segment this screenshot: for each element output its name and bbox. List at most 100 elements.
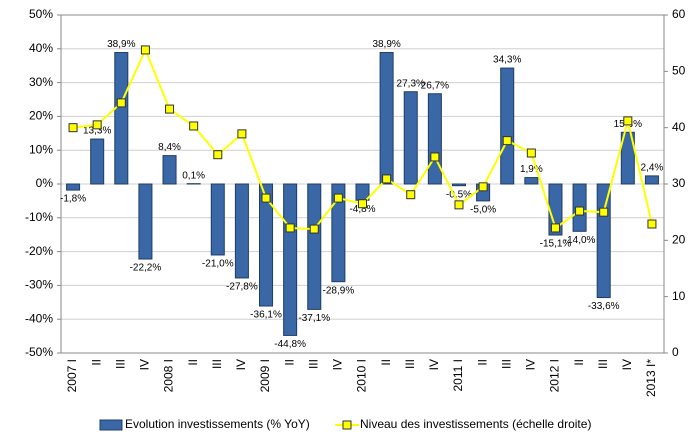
y2-tick-label: 0 [672, 345, 679, 359]
x-tick-label: II [572, 359, 586, 366]
bar [427, 93, 442, 185]
y2-tick-label: 40 [672, 120, 686, 134]
x-tick-label: 2009 I [258, 359, 272, 392]
x-tick-label: 2011 I [451, 359, 465, 391]
data-label: -36,1% [250, 310, 282, 321]
x-tick-label: III [499, 359, 513, 369]
data-label: 0,1% [182, 170, 205, 181]
bar [138, 183, 153, 260]
line-marker [165, 104, 175, 114]
data-label: -37,1% [298, 313, 330, 324]
y2-tick-label: 20 [672, 233, 686, 247]
line-marker [454, 200, 464, 210]
legend-swatch [99, 419, 123, 431]
plot-area [60, 14, 665, 354]
line-marker [647, 219, 657, 229]
line-marker [358, 199, 367, 209]
line-marker [261, 193, 271, 203]
y2-tick-label: 50 [672, 64, 686, 78]
bar [451, 183, 466, 187]
bar [379, 52, 394, 185]
data-label: 1,9% [520, 164, 543, 175]
y2-tick-label: 10 [672, 289, 686, 303]
line-marker [68, 123, 78, 133]
x-tick-label: IV [234, 359, 248, 370]
data-label: -5,0% [470, 205, 496, 216]
line-marker [213, 150, 223, 160]
line-marker [623, 116, 633, 126]
y-tick-label: -10% [25, 210, 53, 224]
bar [524, 177, 539, 185]
line-marker [430, 152, 440, 162]
line-marker [599, 207, 609, 217]
y-tick-label: -20% [25, 244, 53, 258]
bar [596, 183, 611, 299]
line-marker [140, 45, 150, 55]
x-tick-label: 2010 I [355, 359, 369, 392]
line-marker [189, 121, 199, 131]
x-tick-label: III [210, 359, 224, 369]
line-marker [333, 193, 343, 203]
line-marker [285, 223, 295, 233]
x-tick-label: IV [138, 359, 152, 370]
y-tick-label: 10% [29, 142, 53, 156]
line-marker [575, 206, 585, 216]
x-tick-label: 2013 I* [644, 359, 658, 397]
legend-label: Evolution investissements (% YoY) [125, 417, 310, 431]
x-tick-label: II [282, 359, 296, 366]
line-marker [406, 190, 416, 200]
y-tick-label: 50% [29, 7, 53, 21]
y-tick-label: 40% [29, 41, 53, 55]
line-marker [502, 136, 512, 146]
y-tick-label: 0% [36, 176, 54, 190]
line-marker [309, 224, 319, 234]
bar [307, 183, 322, 310]
bar [114, 52, 129, 185]
data-label: 2,4% [641, 163, 664, 174]
bar [500, 67, 515, 185]
line-marker [478, 182, 488, 192]
line-marker [237, 129, 247, 139]
y-tick-label: -40% [25, 311, 53, 325]
data-label: 13,3% [83, 126, 111, 137]
bar [162, 155, 177, 185]
data-label: -0,5% [446, 189, 472, 200]
x-tick-label: IV [524, 359, 538, 370]
data-label: -44,8% [274, 339, 306, 350]
line-marker [550, 223, 560, 233]
x-tick-label: II [475, 359, 489, 366]
y-tick-label: 20% [29, 109, 53, 123]
x-tick-label: III [113, 359, 127, 369]
x-tick-label: IV [331, 359, 345, 370]
data-label: 27,3% [397, 78, 425, 89]
line-marker [526, 148, 536, 158]
x-tick-label: 2007 I [65, 359, 79, 392]
data-label: -21,0% [202, 259, 234, 270]
x-tick-label: II [186, 359, 200, 366]
bar [331, 183, 346, 283]
data-label: 8,4% [158, 142, 181, 153]
line-marker [116, 98, 126, 108]
bar [283, 183, 298, 336]
x-tick-label: II [89, 359, 103, 366]
data-label: 38,9% [372, 39, 400, 50]
data-label: 26,7% [421, 80, 449, 91]
y2-tick-label: 30 [672, 176, 686, 190]
legend-label: Niveau des investissements (échelle droi… [360, 417, 591, 431]
x-tick-label: 2012 I [548, 359, 562, 392]
y-tick-label: -50% [25, 345, 53, 359]
bar [259, 183, 274, 307]
x-tick-label: IV [427, 359, 441, 370]
data-label: 34,3% [493, 55, 521, 66]
x-tick-label: IV [620, 359, 634, 370]
data-label: -15,1% [540, 239, 572, 250]
x-tick-label: III [403, 359, 417, 369]
data-label: -27,8% [226, 282, 258, 293]
data-label: -28,9% [323, 285, 355, 296]
line-marker [92, 120, 102, 130]
bar [403, 91, 418, 185]
line-marker [382, 174, 392, 184]
bar [234, 183, 249, 279]
y2-tick-label: 60 [672, 7, 686, 21]
